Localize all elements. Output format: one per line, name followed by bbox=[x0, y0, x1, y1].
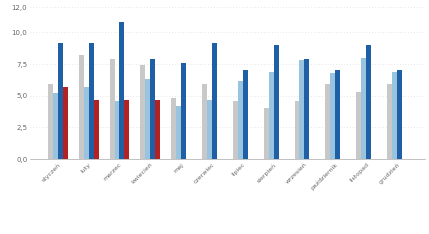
Bar bbox=[392, 72, 397, 159]
Bar bbox=[140, 65, 145, 159]
Bar bbox=[48, 84, 53, 159]
Bar bbox=[397, 70, 402, 159]
Bar bbox=[94, 99, 99, 159]
Bar bbox=[305, 59, 309, 159]
Bar bbox=[356, 92, 361, 159]
Bar bbox=[269, 72, 274, 159]
Bar bbox=[84, 87, 89, 159]
Bar bbox=[145, 79, 150, 159]
Bar bbox=[115, 101, 120, 159]
Bar bbox=[63, 87, 68, 159]
Bar bbox=[150, 59, 155, 159]
Bar bbox=[243, 70, 248, 159]
Bar bbox=[110, 59, 115, 159]
Bar bbox=[202, 84, 207, 159]
Bar bbox=[366, 45, 371, 159]
Bar bbox=[335, 70, 340, 159]
Bar bbox=[155, 99, 160, 159]
Bar bbox=[233, 101, 238, 159]
Bar bbox=[89, 43, 94, 159]
Bar bbox=[58, 43, 63, 159]
Bar bbox=[212, 43, 217, 159]
Bar bbox=[361, 58, 366, 159]
Bar bbox=[387, 84, 392, 159]
Bar bbox=[295, 101, 299, 159]
Bar bbox=[176, 106, 181, 159]
Bar bbox=[330, 73, 335, 159]
Bar bbox=[181, 63, 186, 159]
Bar bbox=[299, 60, 305, 159]
Bar bbox=[79, 55, 84, 159]
Bar bbox=[120, 22, 124, 159]
Bar bbox=[207, 99, 212, 159]
Bar bbox=[274, 45, 278, 159]
Bar bbox=[325, 84, 330, 159]
Bar bbox=[171, 98, 176, 159]
Bar bbox=[53, 93, 58, 159]
Bar bbox=[238, 80, 243, 159]
Bar bbox=[124, 99, 130, 159]
Bar bbox=[264, 108, 269, 159]
